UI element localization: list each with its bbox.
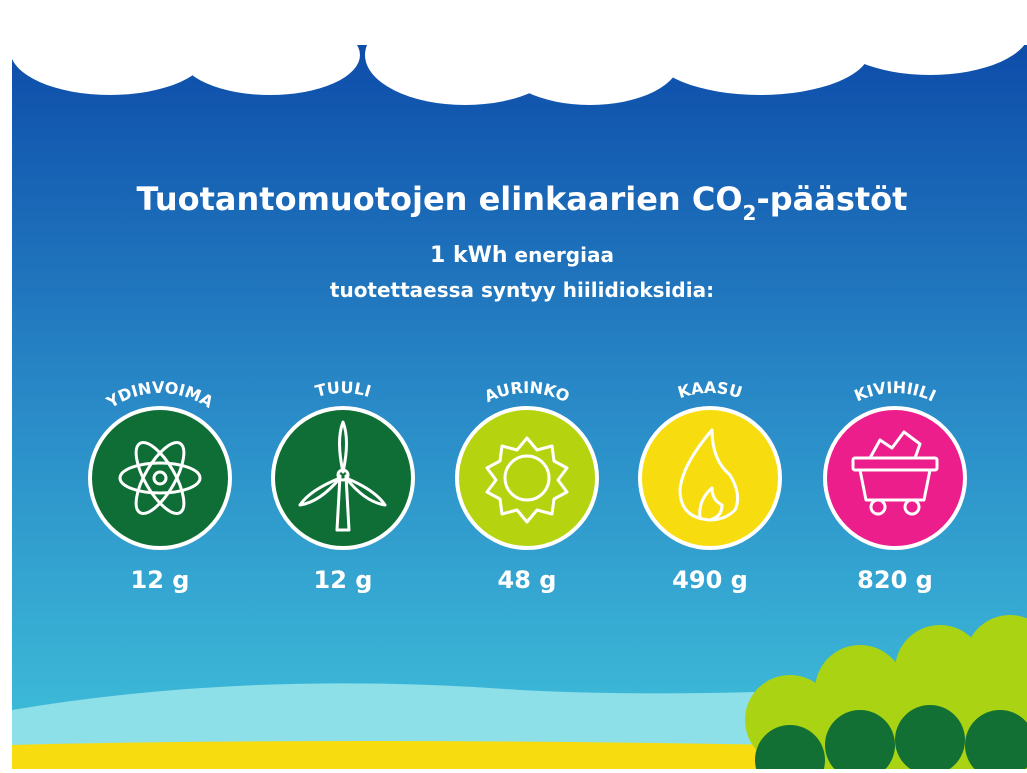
page: Tuotantomuotojen elinkaarien CO2-päästöt… <box>0 0 1027 769</box>
subtitle-line2: tuotettaessa syntyy hiilidioksidia: <box>330 278 714 302</box>
text-part: Tuotantomuotojen elinkaarien CO <box>137 180 743 218</box>
item-value: 12 g <box>314 566 373 594</box>
text-part: -päästöt <box>756 180 907 218</box>
item-value: 12 g <box>131 566 190 594</box>
text-part: 1 kWh <box>430 243 508 268</box>
text-part: energiaa <box>515 243 614 267</box>
item-value: 48 g <box>498 566 557 594</box>
item-value: 820 g <box>857 566 933 594</box>
item-value: 490 g <box>672 566 748 594</box>
text-part: 2 <box>743 201 757 225</box>
subtitle-line1: 1 kWh energiaa <box>430 243 614 268</box>
infographic: Tuotantomuotojen elinkaarien CO2-päästöt… <box>0 0 1027 769</box>
